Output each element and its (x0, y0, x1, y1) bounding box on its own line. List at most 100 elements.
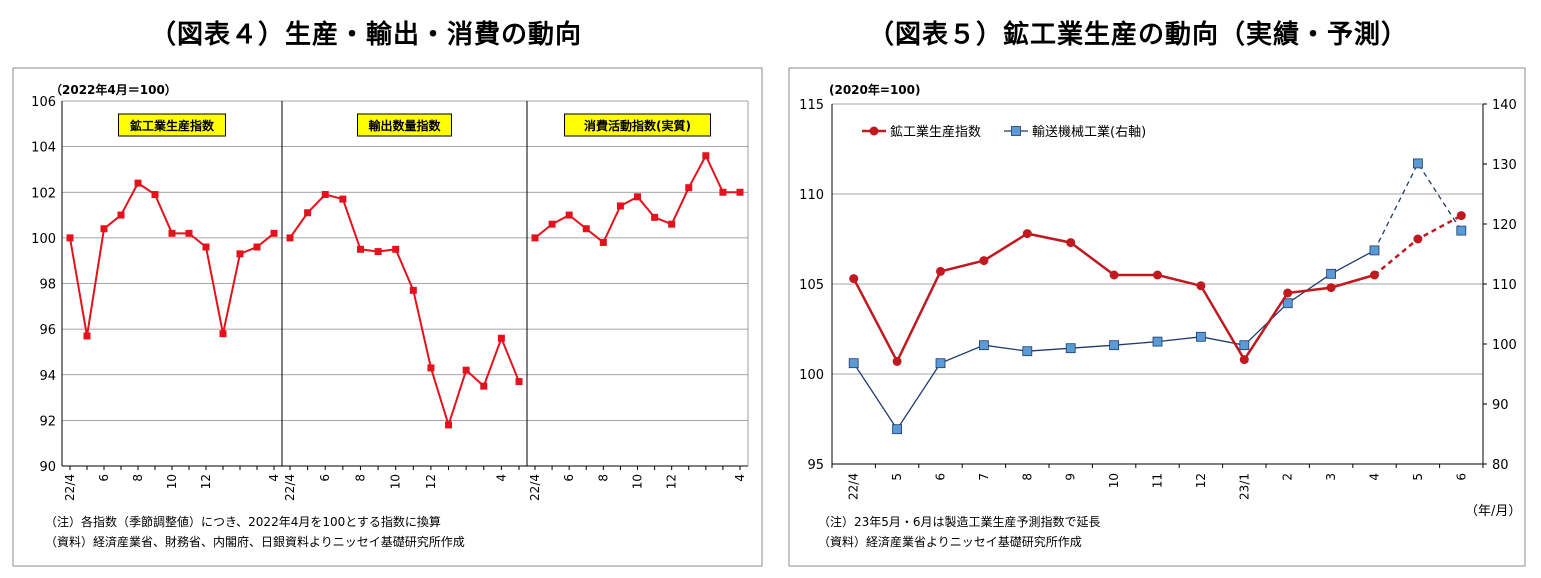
right-left-axis-tick-label: 115 (799, 98, 824, 113)
x-tick-label: 8 (131, 474, 145, 482)
right-note: （注）23年5月・6月は製造工業生産予測指数で延長 (818, 514, 1101, 529)
data-point (1239, 340, 1250, 351)
data-point (599, 238, 607, 246)
x-tick-label: 10 (631, 474, 645, 489)
data-point (1022, 346, 1033, 357)
x-tick-label: 4 (733, 474, 747, 482)
data-point (1109, 270, 1119, 280)
left-y-tick-label: 102 (31, 186, 56, 201)
left-chart-title: （図表４）生産・輸出・消費の動向 (150, 20, 583, 50)
left-unit-label: （2022年4月＝100） (50, 82, 177, 97)
right-x-unit: （年/月） (1465, 504, 1521, 519)
data-point (1196, 281, 1206, 291)
left-grid (61, 100, 749, 467)
left-chart-frame (12, 67, 763, 567)
data-point (1369, 245, 1380, 256)
data-point (1326, 283, 1336, 293)
legend: 鉱工業生産指数 輸送機械工業(右軸) (862, 124, 1146, 140)
x-tick-label: 8 (596, 474, 610, 482)
data-point (1282, 298, 1293, 309)
left-y-ticks: 90 92 94 96 98 100 102 104 106 (31, 95, 56, 475)
right-right-axis-tick-label: 120 (1492, 218, 1517, 233)
left-y-tick-label: 92 (39, 414, 56, 429)
x-tick-label: 6 (318, 474, 332, 482)
left-y-tick-label: 96 (39, 323, 56, 338)
data-point (582, 225, 590, 233)
panel-label-box (118, 113, 226, 137)
right-x-tick-label: 22/4 (847, 473, 861, 500)
right-left-axis-tick-label: 105 (799, 278, 824, 293)
data-point (1065, 343, 1076, 354)
right-x-tick-label: 5 (890, 473, 904, 481)
left-y-tick-label: 100 (31, 232, 56, 247)
data-point (1022, 229, 1032, 239)
data-point (892, 424, 902, 435)
data-point (253, 243, 261, 251)
data-point (979, 256, 989, 266)
data-point (531, 234, 539, 242)
x-tick-label: 10 (165, 474, 179, 489)
left-y-tick-label: 106 (31, 95, 56, 110)
right-chart-frame (788, 67, 1526, 567)
x-tick-label: 4 (494, 474, 508, 482)
right-right-axis-tick-label: 80 (1492, 458, 1509, 473)
data-point (1413, 158, 1423, 169)
data-point (616, 202, 624, 210)
data-point (462, 366, 470, 374)
x-tick-label: 8 (353, 474, 367, 482)
legend-transport-label: 輸送機械工業(右軸) (1032, 124, 1146, 140)
series-transport (848, 158, 1467, 435)
data-point (1370, 270, 1379, 280)
panel-label: 鉱工業生産指数 (130, 118, 215, 133)
right-left-axis-tick-label: 110 (799, 188, 824, 203)
data-point (427, 364, 435, 372)
data-point (151, 191, 159, 199)
data-point (1109, 340, 1119, 351)
data-point (892, 356, 902, 366)
series-production (849, 211, 1466, 366)
data-point (1239, 355, 1249, 365)
right-x-tick-label: 2 (1281, 473, 1295, 481)
data-point (117, 211, 125, 219)
panel-label-box (564, 113, 711, 137)
x-tick-label: 6 (562, 474, 576, 482)
data-point (848, 358, 859, 369)
x-tick-label: 22/4 (528, 474, 542, 501)
data-point (168, 229, 176, 237)
data-point (1456, 225, 1467, 236)
data-point (685, 184, 693, 192)
data-point (66, 234, 74, 242)
right-left-axis-tick-label: 100 (799, 368, 824, 383)
data-point (719, 188, 727, 196)
x-tick-label: 12 (199, 474, 213, 489)
right-x-tick-label: 5 (1411, 473, 1425, 481)
x-tick-label: 4 (267, 474, 281, 482)
data-point (480, 382, 488, 390)
left-panel-3: 消費活動指数(実質) 22/4 6 8 10 12 4 (526, 101, 747, 501)
data-point (668, 220, 676, 228)
right-right-axis-tick-label: 130 (1492, 158, 1517, 173)
right-x-tick-label: 4 (1368, 473, 1382, 481)
data-point (286, 234, 294, 242)
data-point (1326, 268, 1336, 279)
legend-production-label: 鉱工業生産指数 (890, 124, 981, 140)
right-x-tick-label: 9 (1064, 473, 1078, 481)
data-point (936, 266, 945, 276)
right-x-tick-label: 10 (1107, 473, 1121, 488)
data-point (134, 179, 142, 187)
data-point (409, 286, 417, 294)
data-point (849, 274, 859, 284)
data-point (304, 209, 312, 217)
data-point (236, 250, 244, 258)
data-point (1283, 288, 1293, 298)
data-point (321, 191, 329, 199)
right-x-tick-label: 12 (1194, 473, 1208, 488)
data-point (515, 378, 523, 386)
data-point (356, 245, 364, 253)
left-y-tick-label: 94 (39, 369, 56, 384)
panel-label: 輸出数量指数 (368, 118, 441, 133)
data-point (979, 340, 989, 351)
data-point (445, 421, 453, 429)
